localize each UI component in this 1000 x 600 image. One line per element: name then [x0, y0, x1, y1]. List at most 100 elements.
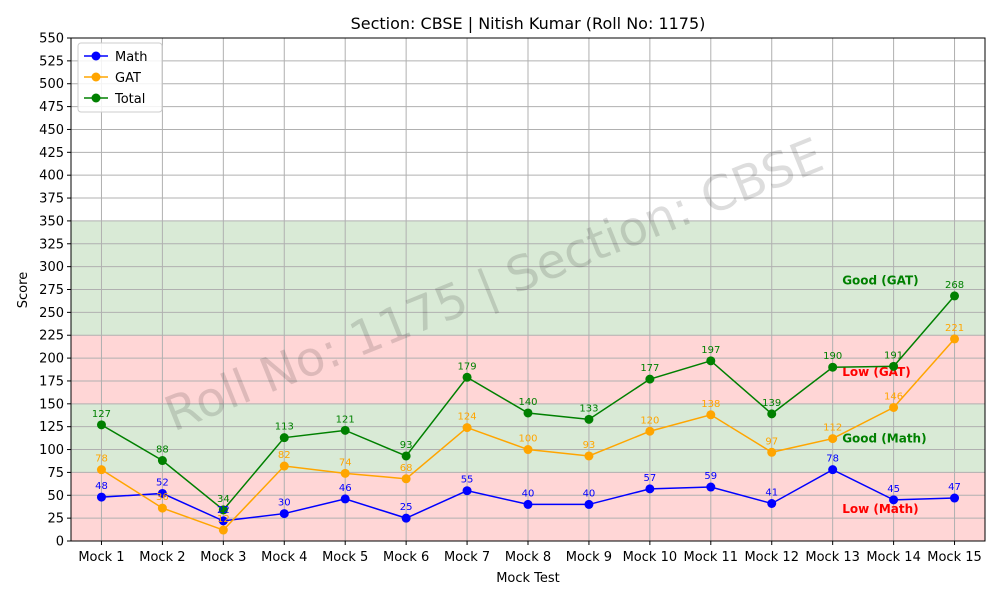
data-label-total: 121	[336, 414, 355, 425]
y-tick-label: 500	[39, 77, 64, 92]
data-label-gat: 146	[884, 391, 903, 402]
y-tick-label: 300	[39, 260, 64, 275]
band-label: Low (Math)	[842, 502, 918, 516]
y-tick-label: 250	[39, 306, 64, 321]
data-label-total: 93	[400, 440, 413, 451]
data-point-total	[157, 456, 167, 466]
data-point-math	[767, 499, 777, 509]
x-tick-label: Mock 11	[684, 550, 739, 565]
data-label-gat: 68	[400, 463, 413, 474]
data-point-gat	[96, 465, 106, 475]
y-tick-label: 525	[39, 54, 64, 69]
data-label-total: 140	[518, 397, 537, 408]
x-tick-label: Mock 6	[383, 550, 429, 565]
data-label-total: 127	[92, 409, 111, 420]
data-label-math: 22	[217, 505, 230, 516]
data-label-math: 59	[704, 471, 717, 482]
band-label: Good (Math)	[842, 432, 926, 446]
data-label-math: 40	[583, 488, 596, 499]
data-label-math: 46	[339, 483, 352, 494]
data-point-total	[218, 505, 228, 515]
data-label-gat: 138	[701, 399, 720, 410]
data-point-total	[96, 420, 106, 430]
data-point-gat	[340, 468, 350, 478]
data-label-math: 41	[765, 488, 778, 499]
data-label-gat: 112	[823, 423, 842, 434]
band-labels: Good (GAT)Low (GAT)Good (Math)Low (Math)	[842, 273, 926, 516]
data-labels: 48 52 22 30 46 25 55 40 40 57 59 41 78 45 47 78 36 12 82 74…	[92, 280, 964, 525]
data-point-math	[96, 492, 106, 502]
y-tick-label: 125	[39, 420, 64, 435]
data-label-math: 45	[887, 484, 900, 495]
data-point-total	[828, 362, 838, 372]
data-label-gat: 78	[95, 454, 108, 465]
data-point-math	[157, 488, 167, 498]
data-point-math	[950, 493, 960, 503]
y-tick-label: 475	[39, 100, 64, 115]
data-label-total: 177	[640, 363, 659, 374]
y-tick-label: 325	[39, 237, 64, 252]
data-point-gat	[157, 503, 167, 513]
band-label: Good (GAT)	[842, 273, 918, 287]
data-point-total	[584, 414, 594, 424]
y-tick-label: 175	[39, 374, 64, 389]
data-label-math: 30	[278, 498, 291, 509]
data-point-gat	[218, 525, 228, 535]
data-point-math	[279, 509, 289, 519]
data-point-math	[340, 494, 350, 504]
x-tick-label: Mock 14	[866, 550, 921, 565]
data-label-gat: 100	[518, 434, 537, 445]
data-label-math: 52	[156, 477, 169, 488]
data-point-total	[340, 425, 350, 435]
data-point-gat	[401, 474, 411, 484]
y-tick-label: 100	[39, 443, 64, 458]
data-label-total: 139	[762, 398, 781, 409]
y-tick-label: 25	[47, 512, 64, 527]
data-point-math	[523, 499, 533, 509]
data-label-gat: 12	[217, 514, 230, 525]
x-axis-title: Mock Test	[496, 571, 560, 586]
data-label-total: 179	[458, 361, 477, 372]
x-tick-label: Mock 13	[805, 550, 860, 565]
legend-marker	[91, 51, 101, 61]
data-label-total: 88	[156, 445, 169, 456]
data-label-total: 197	[701, 345, 720, 356]
data-point-total	[279, 433, 289, 443]
data-point-gat	[645, 426, 655, 436]
legend: Math GAT Total	[77, 42, 163, 113]
data-point-math	[584, 499, 594, 509]
data-point-gat	[889, 402, 899, 412]
data-label-gat: 120	[640, 415, 659, 426]
y-tick-label: 400	[39, 169, 64, 184]
x-tick-label: Mock 9	[566, 550, 612, 565]
chart-title: Section: CBSE | Nitish Kumar (Roll No: 1…	[351, 14, 706, 33]
data-point-gat	[279, 461, 289, 471]
legend-label: Math	[115, 50, 148, 65]
data-label-total: 113	[275, 422, 294, 433]
y-tick-label: 350	[39, 214, 64, 229]
data-point-total	[401, 451, 411, 461]
legend-label: Total	[114, 92, 145, 107]
y-tick-label: 150	[39, 397, 64, 412]
data-point-gat	[584, 451, 594, 461]
data-label-gat: 124	[458, 412, 477, 423]
data-point-total	[889, 361, 899, 371]
y-tick-label: 50	[47, 489, 64, 504]
data-label-math: 40	[522, 488, 535, 499]
data-label-math: 48	[95, 481, 108, 492]
data-label-total: 268	[945, 280, 964, 291]
data-point-math	[462, 486, 472, 496]
x-tick-label: Mock 12	[744, 550, 799, 565]
x-tick-label: Mock 8	[505, 550, 551, 565]
legend-marker	[91, 93, 101, 103]
series-lines	[96, 291, 960, 535]
data-label-gat: 97	[765, 436, 778, 447]
x-tick-label: Mock 7	[444, 550, 490, 565]
data-label-gat: 82	[278, 450, 291, 461]
data-point-math	[889, 495, 899, 505]
data-label-math: 55	[461, 475, 474, 486]
data-point-math	[828, 465, 838, 475]
x-tick-label: Mock 2	[139, 550, 185, 565]
y-tick-label: 275	[39, 283, 64, 298]
